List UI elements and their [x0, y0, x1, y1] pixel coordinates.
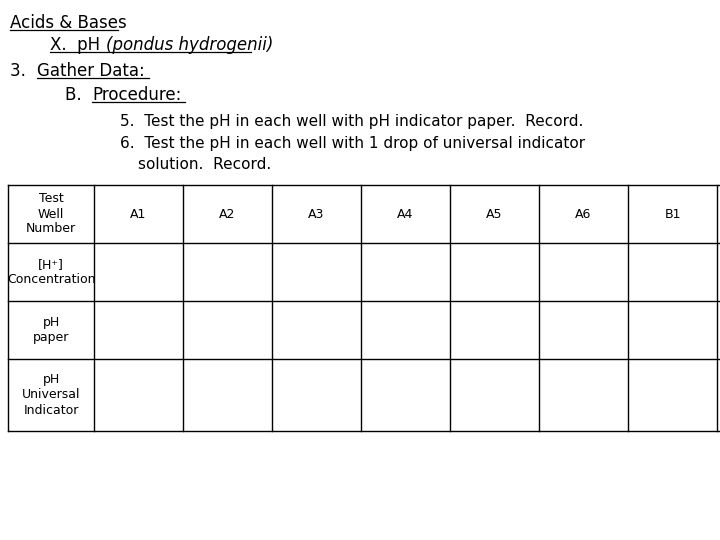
Text: A1: A1: [130, 207, 147, 220]
Text: Test
Well
Number: Test Well Number: [26, 192, 76, 235]
Text: (pondus hydrogenii): (pondus hydrogenii): [106, 36, 274, 54]
Text: Procedure:: Procedure:: [92, 86, 181, 104]
Text: 3.: 3.: [10, 62, 37, 80]
Text: A4: A4: [397, 207, 414, 220]
Text: [H⁺]
Concentration: [H⁺] Concentration: [6, 258, 95, 286]
Text: Gather Data:: Gather Data:: [37, 62, 145, 80]
Text: X.  pH: X. pH: [50, 36, 105, 54]
Text: B.: B.: [65, 86, 92, 104]
Text: A6: A6: [575, 207, 592, 220]
Text: solution.  Record.: solution. Record.: [138, 157, 271, 172]
Text: pH
paper: pH paper: [33, 316, 69, 344]
Text: A2: A2: [220, 207, 235, 220]
Text: pH
Universal
Indicator: pH Universal Indicator: [22, 374, 80, 416]
Text: A5: A5: [486, 207, 503, 220]
Text: 6.  Test the pH in each well with 1 drop of universal indicator: 6. Test the pH in each well with 1 drop …: [120, 136, 585, 151]
Text: 5.  Test the pH in each well with pH indicator paper.  Record.: 5. Test the pH in each well with pH indi…: [120, 114, 583, 129]
Text: A3: A3: [308, 207, 325, 220]
Text: Acids & Bases: Acids & Bases: [10, 14, 127, 32]
Text: B1: B1: [665, 207, 680, 220]
